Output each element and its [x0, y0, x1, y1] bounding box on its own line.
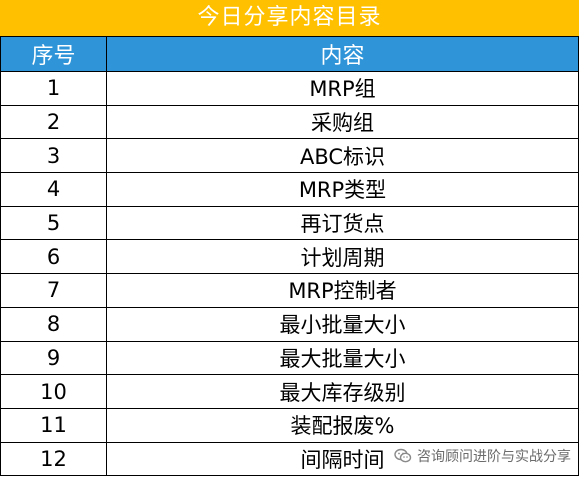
table-row: 10 最大库存级别: [0, 374, 579, 409]
watermark-text: 咨询顾问进阶与实战分享: [417, 449, 571, 465]
table-row: 4 MRP类型: [0, 172, 579, 207]
page-title: 今日分享内容目录: [0, 0, 579, 36]
catalog-table: 序号 内容 1 MRP组 2 采购组 3 ABC标识 4 MRP类型 5: [0, 36, 579, 477]
table-row: 9 最大批量大小: [0, 340, 579, 376]
row-index: 2: [0, 104, 107, 140]
row-index: 9: [0, 340, 107, 376]
table-row: 7 MRP控制者: [0, 273, 579, 308]
table-row: 3 ABC标识: [0, 138, 579, 174]
table-row: 8 最小批量大小: [0, 306, 579, 342]
row-index: 10: [0, 374, 107, 409]
table-row: 1 MRP组: [0, 71, 579, 106]
row-index: 3: [0, 138, 107, 174]
row-index: 1: [0, 71, 107, 106]
table-header-row: 序号 内容: [0, 36, 579, 72]
row-index: 11: [0, 407, 107, 443]
row-content: MRP组: [106, 71, 579, 106]
row-content: 最小批量大小: [106, 306, 579, 342]
row-index: 6: [0, 239, 107, 275]
row-content: 采购组: [106, 104, 579, 140]
wechat-icon: [394, 447, 412, 465]
column-header-content: 内容: [106, 36, 579, 72]
row-index: 7: [0, 273, 107, 308]
row-index: 5: [0, 205, 107, 241]
row-content: MRP控制者: [106, 273, 579, 308]
row-index: 12: [0, 441, 107, 477]
table-row: 6 计划周期: [0, 239, 579, 275]
row-content: 再订货点: [106, 205, 579, 241]
row-content: 计划周期: [106, 239, 579, 275]
table-row: 2 采购组: [0, 104, 579, 140]
table-row: 11 装配报废%: [0, 407, 579, 443]
row-content: 最大批量大小: [106, 340, 579, 376]
row-content: MRP类型: [106, 172, 579, 207]
row-content: 装配报废%: [106, 407, 579, 443]
table-row: 5 再订货点: [0, 205, 579, 241]
column-header-index: 序号: [0, 36, 107, 72]
row-index: 4: [0, 172, 107, 207]
row-content: 最大库存级别: [106, 374, 579, 409]
watermark: 咨询顾问进阶与实战分享: [394, 445, 571, 467]
row-content: ABC标识: [106, 138, 579, 174]
row-index: 8: [0, 306, 107, 342]
